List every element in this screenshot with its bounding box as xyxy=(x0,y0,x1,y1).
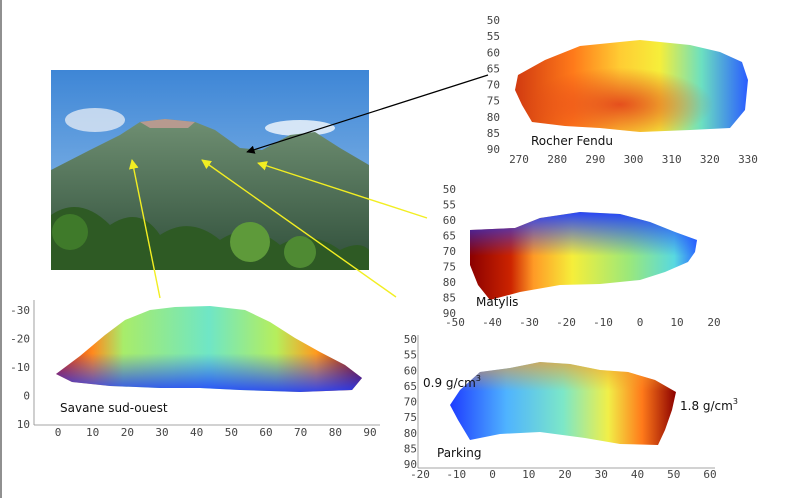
parking-x-tick-8: 60 xyxy=(703,468,716,481)
savane-x-tick-6: 60 xyxy=(259,426,272,439)
matylis-x-tick-7: 20 xyxy=(707,316,720,329)
parking-y-tick-4: 70 xyxy=(404,396,417,409)
matylis-label: Matylis xyxy=(476,295,518,309)
parking-x-tick-6: 40 xyxy=(631,468,644,481)
rocher-y-tick-4: 70 xyxy=(487,79,500,92)
matylis-x-tick-5: 0 xyxy=(637,316,644,329)
matylis-x-tick-4: -10 xyxy=(593,316,613,329)
rocher-y-tick-1: 55 xyxy=(487,30,500,43)
parking-x-tick-2: 0 xyxy=(489,468,496,481)
rocher-y-tick-0: 50 xyxy=(487,14,500,27)
rocher-label: Rocher Fendu xyxy=(531,134,613,148)
density-high-label: 1.8 g/cm3 xyxy=(680,397,738,413)
savane-y-tick-2: -10 xyxy=(10,361,30,374)
savane-label: Savane sud-ouest xyxy=(60,401,168,415)
savane-y-tick-3: 0 xyxy=(23,390,30,403)
arrow-rocher-fendu xyxy=(246,74,489,154)
savane-x-tick-9: 90 xyxy=(363,426,376,439)
parking-x-tick-7: 50 xyxy=(667,468,680,481)
savane-x-tick-4: 40 xyxy=(190,426,203,439)
arrow-parking xyxy=(201,159,397,298)
rocher-x-tick-1: 280 xyxy=(547,153,567,166)
savane-x-tick-0: 0 xyxy=(55,426,62,439)
parking-y-tick-0: 50 xyxy=(404,333,417,346)
arrow-savane xyxy=(128,159,161,299)
matylis-y-tick-4: 70 xyxy=(443,245,456,258)
rocher-x-tick-0: 270 xyxy=(509,153,529,166)
matylis-y-tick-8: 90 xyxy=(443,307,456,320)
rocher-y-tick-5: 75 xyxy=(487,95,500,108)
matylis-y-tick-3: 65 xyxy=(443,230,456,243)
rocher-x-tick-4: 310 xyxy=(662,153,682,166)
rocher-x-tick-5: 320 xyxy=(700,153,720,166)
parking-x-tick-1: -10 xyxy=(446,468,466,481)
rocher-y-tick-8: 90 xyxy=(487,143,500,156)
matylis-y-tick-0: 50 xyxy=(443,183,456,196)
volcano-photo xyxy=(51,70,369,270)
parking-x-tick-0: -20 xyxy=(410,468,430,481)
parking-y-tick-8: 90 xyxy=(404,458,417,471)
savane-y-tick-1: -20 xyxy=(10,333,30,346)
savane-x-tick-3: 30 xyxy=(155,426,168,439)
matylis-y-tick-5: 75 xyxy=(443,261,456,274)
panel-parking: 50 55 60 65 70 75 80 85 90 -20 -10 0 10 20 30 40 50 60 P… xyxy=(404,333,738,481)
matylis-y-tick-2: 60 xyxy=(443,214,456,227)
panel-savane: -30 -20 -10 0 10 0 10 20 30 40 50 60 70 80 90 Savane … xyxy=(10,300,380,439)
rocher-x-tick-6: 330 xyxy=(738,153,758,166)
matylis-y-tick-7: 85 xyxy=(443,292,456,305)
rocher-y-tick-6: 80 xyxy=(487,111,500,124)
savane-x-tick-1: 10 xyxy=(86,426,99,439)
parking-x-tick-4: 20 xyxy=(558,468,571,481)
parking-y-tick-2: 60 xyxy=(404,364,417,377)
savane-x-tick-5: 50 xyxy=(225,426,238,439)
matylis-x-tick-2: -30 xyxy=(519,316,539,329)
matylis-x-tick-1: -40 xyxy=(482,316,502,329)
panel-rocher-fendu: 50 55 60 65 70 75 80 85 90 270 280 290 300 310 320 330… xyxy=(487,14,758,166)
matylis-y-tick-6: 80 xyxy=(443,276,456,289)
savane-x-tick-2: 20 xyxy=(121,426,134,439)
savane-y-tick-0: -30 xyxy=(10,304,30,317)
parking-y-tick-7: 85 xyxy=(404,442,417,455)
rocher-x-tick-3: 300 xyxy=(624,153,644,166)
parking-y-tick-6: 80 xyxy=(404,427,417,440)
rocher-y-tick-2: 60 xyxy=(487,46,500,59)
savane-x-tick-8: 80 xyxy=(329,426,342,439)
savane-y-tick-4: 10 xyxy=(17,418,30,431)
rocher-y-tick-3: 65 xyxy=(487,62,500,75)
parking-x-tick-3: 10 xyxy=(522,468,535,481)
matylis-x-tick-6: 10 xyxy=(670,316,683,329)
arrow-matylis xyxy=(257,161,428,219)
parking-y-tick-3: 65 xyxy=(404,380,417,393)
density-low-label: 0.9 g/cm3 xyxy=(423,374,481,390)
parking-y-tick-1: 55 xyxy=(404,349,417,362)
matylis-y-tick-1: 55 xyxy=(443,199,456,212)
savane-x-tick-7: 70 xyxy=(294,426,307,439)
parking-x-tick-5: 30 xyxy=(595,468,608,481)
parking-y-tick-5: 75 xyxy=(404,411,417,424)
rocher-y-tick-7: 85 xyxy=(487,127,500,140)
rocher-x-tick-2: 290 xyxy=(585,153,605,166)
matylis-x-tick-0: -50 xyxy=(445,316,465,329)
parking-label: Parking xyxy=(437,446,482,460)
matylis-x-tick-3: -20 xyxy=(556,316,576,329)
